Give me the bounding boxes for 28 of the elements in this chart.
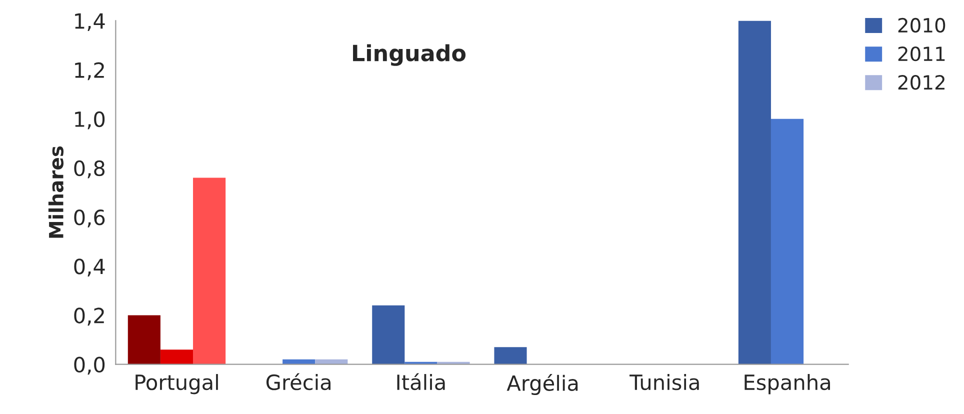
x-tick-label: Argélia [506,374,578,396]
y-axis-title: Milhares [48,146,64,238]
bar [160,350,194,364]
y-tick-label: 1,4 [75,13,105,32]
bar [315,359,348,364]
legend-label: 2012 [898,75,944,90]
x-tick-label: Espanha [744,374,830,394]
x-tick-label: Tunisia [630,374,699,390]
y-tick-label: 1,2 [75,62,104,80]
y-tick-label: 1,0 [75,111,105,130]
y-tick-label: 0,0 [74,356,105,375]
bar [128,315,160,364]
x-tick-label: Grécia [266,373,330,390]
y-tick-label: 0,8 [74,160,105,178]
legend-label: 2010 [898,18,946,33]
y-tick-label: 0,2 [74,308,104,326]
bar [738,20,771,364]
y-tick-label: 0,4 [74,258,105,276]
text: Linguado [353,44,466,66]
bar [193,178,226,364]
x-tick-label: Portugal [136,374,218,394]
bar [770,118,804,364]
bar [372,305,405,364]
x-tick-label: Itália [397,373,445,390]
bar [282,359,316,364]
legend-label: 2011 [898,46,945,62]
y-tick-label: 0,6 [74,210,105,228]
bar [494,347,527,364]
